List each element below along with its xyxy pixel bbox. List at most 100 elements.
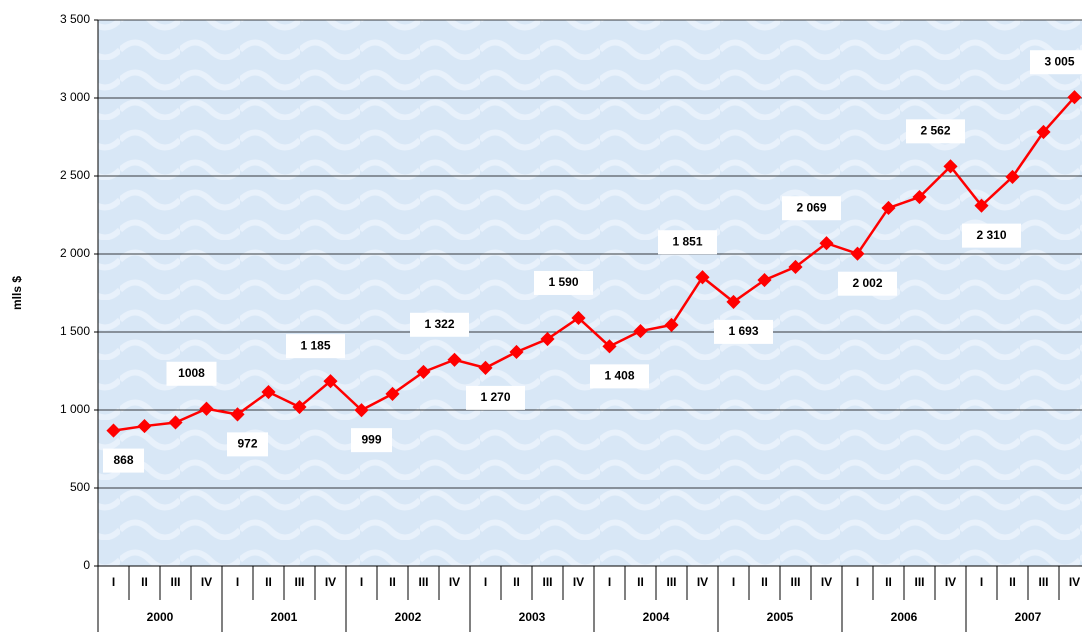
marker [540, 331, 555, 347]
data-label: 972 [237, 437, 257, 451]
x-tick-label: IV [325, 575, 336, 589]
data-label: 2 562 [920, 123, 950, 137]
data-label: 999 [361, 432, 381, 446]
marker [137, 418, 152, 434]
marker [943, 159, 958, 174]
year-label: 2007 [1015, 610, 1042, 624]
marker [695, 270, 710, 285]
label-box [227, 432, 268, 457]
data-label: 1 693 [728, 324, 758, 338]
label-box [466, 385, 525, 410]
y-tick-label: 3 000 [60, 90, 90, 104]
data-label: 868 [113, 453, 133, 467]
year-label: 2004 [643, 610, 670, 624]
marker [819, 236, 834, 251]
year-label: 2001 [271, 610, 298, 624]
x-tick-label: IV [449, 575, 460, 589]
year-label: 2005 [767, 610, 794, 624]
label-box [410, 312, 469, 337]
label-box [166, 361, 217, 386]
y-axis-label: mlls $ [10, 276, 24, 310]
marker [168, 415, 183, 430]
marker [106, 423, 121, 438]
x-tick-label: III [666, 575, 676, 589]
x-tick-label: I [236, 575, 239, 589]
marker [261, 384, 276, 400]
x-tick-label: I [980, 575, 983, 589]
x-tick-label: IV [573, 575, 584, 589]
data-label: 3 005 [1044, 54, 1074, 68]
marker [323, 374, 338, 389]
marker [447, 352, 462, 367]
marker [602, 339, 617, 354]
marker [912, 189, 927, 205]
x-tick-label: I [360, 575, 363, 589]
x-tick-label: III [542, 575, 552, 589]
x-tick-label: III [790, 575, 800, 589]
x-tick-label: II [265, 575, 272, 589]
data-label: 1 270 [480, 390, 510, 404]
marker [230, 407, 245, 422]
y-tick-label: 3 500 [60, 12, 90, 26]
y-tick-label: 0 [83, 558, 90, 572]
marker [354, 403, 369, 418]
data-label: 1 851 [672, 234, 702, 248]
marker [478, 360, 493, 375]
year-label: 2002 [395, 610, 422, 624]
data-label: 2 310 [976, 228, 1006, 242]
label-box [534, 270, 593, 295]
x-tick-label: III [914, 575, 924, 589]
label-box [714, 319, 773, 344]
marker [757, 272, 772, 288]
label-box [658, 230, 717, 255]
x-tick-label: I [856, 575, 859, 589]
y-tick-label: 500 [70, 480, 90, 494]
marker [1067, 90, 1082, 105]
marker [974, 198, 989, 213]
year-label: 2000 [147, 610, 174, 624]
marker [1036, 124, 1051, 140]
x-tick-label: IV [821, 575, 832, 589]
x-tick-label: II [389, 575, 396, 589]
data-label: 1 408 [604, 369, 634, 383]
x-tick-label: II [637, 575, 644, 589]
marker [571, 310, 586, 326]
marker [509, 344, 524, 360]
label-box [962, 223, 1021, 248]
marker [664, 317, 679, 333]
x-tick-label: I [112, 575, 115, 589]
data-label: 2 069 [796, 200, 826, 214]
marker [881, 200, 896, 216]
label-box [782, 196, 841, 221]
marker [416, 364, 431, 380]
x-tick-label: II [141, 575, 148, 589]
x-tick-label: II [513, 575, 520, 589]
data-label: 2 002 [852, 276, 882, 290]
x-tick-label: I [732, 575, 735, 589]
marker [633, 323, 648, 339]
y-tick-label: 2 000 [60, 246, 90, 260]
data-label: 1 322 [424, 317, 454, 331]
x-tick-label: III [418, 575, 428, 589]
y-tick-label: 1 000 [60, 402, 90, 416]
label-box [286, 334, 345, 359]
x-tick-label: I [608, 575, 611, 589]
marker [1005, 169, 1020, 185]
x-tick-label: II [885, 575, 892, 589]
label-box [351, 428, 392, 453]
x-tick-label: III [294, 575, 304, 589]
data-label: 1008 [178, 366, 205, 380]
label-box [1030, 50, 1082, 75]
marker [788, 259, 803, 275]
marker [385, 386, 400, 402]
x-tick-label: IV [1069, 575, 1080, 589]
label-box [103, 448, 144, 473]
x-tick-label: IV [201, 575, 212, 589]
marker [850, 246, 865, 261]
x-tick-label: II [761, 575, 768, 589]
y-tick-label: 1 500 [60, 324, 90, 338]
label-box [906, 119, 965, 144]
marker [726, 294, 741, 309]
year-label: 2003 [519, 610, 546, 624]
